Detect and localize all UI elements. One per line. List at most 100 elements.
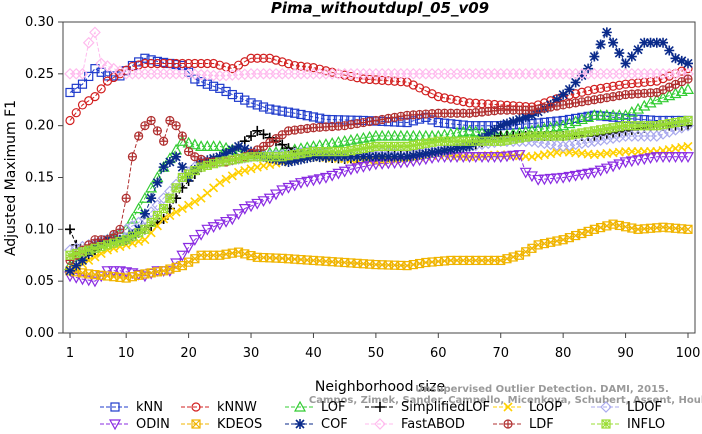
data-point-lof: [207, 140, 220, 151]
data-point-inflo: [78, 247, 87, 257]
data-point-ldf: [296, 124, 306, 134]
data-point-inflo: [358, 143, 368, 154]
legend-label: ODIN: [136, 417, 170, 432]
data-point-odin: [681, 152, 695, 164]
data-point-knn: [439, 118, 450, 128]
data-point-knn: [140, 53, 150, 63]
data-point-ldf: [302, 123, 312, 134]
data-point-knnw: [190, 58, 200, 69]
data-point-kdeos: [327, 257, 337, 267]
data-point-cof: [483, 128, 494, 139]
data-point-cof: [420, 148, 431, 159]
data-point-cof: [614, 48, 625, 59]
data-point-knnw: [90, 92, 100, 102]
data-point-inflo: [196, 162, 206, 172]
data-point-loop: [683, 141, 693, 151]
data-point-odin: [488, 152, 501, 164]
y-tick-label: 0.30: [25, 15, 54, 30]
data-point-inflo: [65, 250, 75, 260]
legend-item-odin: ODIN: [100, 417, 170, 432]
legend: kNN kNNW LOF SimplifiedLOF LoOP LDOF ODIN KDEOS…: [100, 400, 665, 432]
data-point-cof: [601, 27, 612, 38]
data-point-knn: [77, 79, 88, 89]
data-point-knnw: [184, 58, 194, 69]
series-line-loop: [69, 145, 689, 272]
data-point-ldf: [602, 93, 612, 103]
data-point-odin: [600, 163, 613, 175]
data-point-cof: [558, 89, 569, 100]
data-point-knnw: [302, 62, 312, 72]
series-line-kdeos: [69, 223, 689, 279]
data-point-cof: [626, 51, 637, 62]
data-point-fastabod: [76, 67, 89, 80]
data-point-knn: [227, 89, 237, 100]
data-point-inflo: [309, 147, 318, 157]
data-point-cof: [320, 151, 331, 162]
data-point-kdeos: [614, 220, 624, 231]
x-tick-label: 70: [492, 346, 509, 361]
data-point-inflo: [614, 122, 624, 132]
x-axis: 1 10 20 30 40 50 60 70 80 90 100: [66, 333, 700, 361]
y-tick-label: 0.00: [25, 326, 54, 341]
data-point-ldof: [582, 136, 594, 149]
data-point-loop: [221, 174, 231, 184]
data-point-lof: [681, 83, 695, 94]
data-point-ldof: [600, 133, 613, 145]
data-point-kdeos: [483, 255, 493, 266]
data-point-kdeos: [102, 271, 113, 281]
data-point-fastabod: [107, 62, 120, 75]
data-point-knnw: [152, 58, 162, 69]
legend-marker: [601, 419, 611, 429]
data-point-ldf: [159, 137, 168, 146]
data-point-inflo: [664, 119, 674, 129]
y-axis-label: Adjusted Maximum F1: [3, 100, 19, 256]
legend-marker: [503, 419, 513, 429]
data-point-inflo: [408, 140, 418, 150]
data-point-kdeos: [539, 238, 550, 249]
watermark-line-1: Campos, Zimek, Sander, Campello, Micenko…: [309, 395, 702, 406]
data-point-lof: [376, 129, 389, 141]
legend-marker: [293, 400, 307, 412]
data-point-cof: [146, 193, 157, 204]
data-point-inflo: [165, 193, 175, 203]
data-point-inflo: [221, 156, 231, 166]
data-point-inflo: [408, 140, 418, 150]
data-point-ldf: [109, 229, 119, 240]
legend-marker: [600, 401, 612, 413]
data-point-odin: [182, 242, 195, 254]
data-point-inflo: [296, 149, 306, 159]
legend-label: kNN: [136, 400, 163, 415]
data-point-kdeos: [202, 250, 212, 260]
data-point-inflo: [202, 160, 212, 170]
data-point-knn: [196, 77, 206, 87]
data-point-inflo: [290, 150, 300, 160]
data-point-ldf: [140, 121, 149, 130]
data-point-kdeos: [121, 273, 131, 283]
data-point-inflo: [546, 131, 556, 141]
data-point-kdeos: [146, 268, 156, 278]
legend-marker: [504, 420, 512, 428]
data-point-kdeos: [633, 224, 643, 234]
data-point-inflo: [658, 120, 668, 130]
data-point-odin: [251, 198, 264, 210]
data-point-kdeos: [90, 270, 100, 280]
data-point-inflo: [652, 121, 662, 131]
data-point-kdeos: [433, 256, 443, 267]
data-point-odin: [226, 214, 239, 226]
legend-item-lof: LOF: [285, 400, 346, 415]
data-point-fastabod: [95, 57, 108, 70]
legend-marker: [191, 419, 201, 429]
data-point-knn: [290, 108, 300, 118]
data-point-cof: [233, 141, 244, 152]
data-point-inflo: [340, 146, 350, 157]
data-point-inflo: [321, 147, 331, 157]
data-point-knnw: [452, 95, 462, 105]
data-point-lof: [382, 129, 395, 141]
data-point-knnw: [315, 64, 325, 74]
data-point-knn: [215, 83, 225, 93]
data-point-knnw: [208, 58, 219, 69]
data-point-inflo: [140, 224, 150, 234]
data-point-odin: [88, 276, 101, 288]
data-point-inflo: [221, 156, 231, 166]
data-point-odin: [588, 167, 601, 179]
